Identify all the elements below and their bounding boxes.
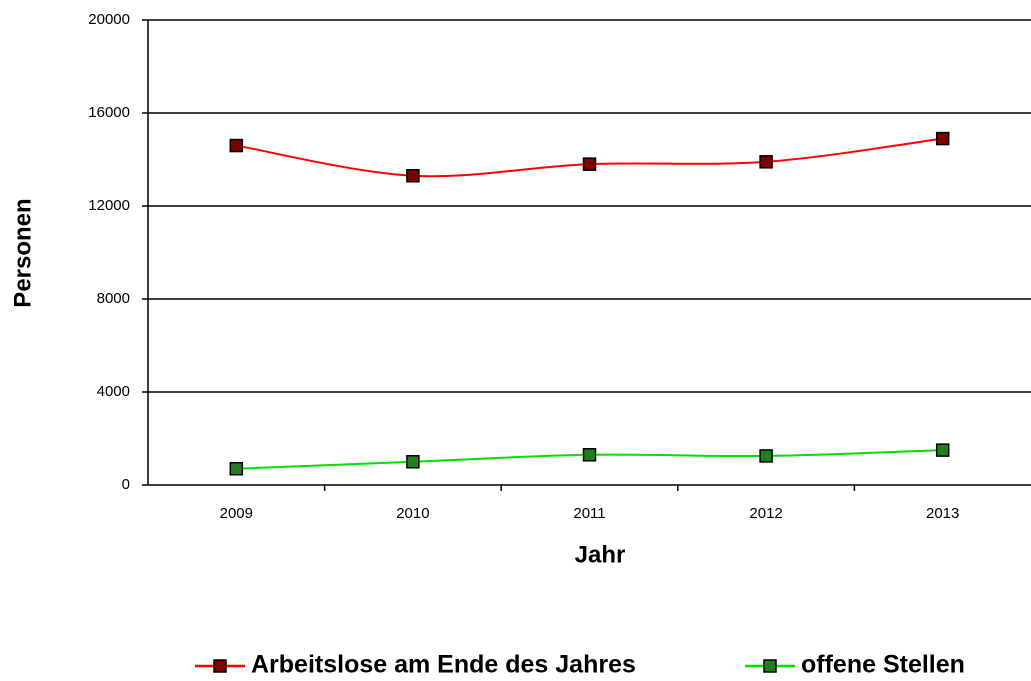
marker [935, 443, 950, 457]
legend-marker [763, 659, 777, 673]
marker [935, 131, 950, 146]
x-tick-label: 2012 [749, 505, 782, 522]
y-tick-label: 4000 [97, 383, 130, 400]
y-tick-label: 8000 [97, 290, 130, 307]
y-axis-title: Personen [9, 198, 36, 307]
legend-marker [213, 659, 227, 673]
marker [759, 449, 773, 463]
marker [229, 138, 244, 153]
x-tick-label: 2009 [220, 505, 253, 522]
y-tick-label: 0 [122, 476, 130, 493]
x-axis-title: Jahr [575, 541, 626, 568]
legend-label: Arbeitslose am Ende des Jahres [251, 651, 636, 679]
marker [582, 448, 597, 462]
legend-label: offene Stellen [801, 651, 965, 679]
x-tick-label: 2011 [573, 505, 605, 522]
y-tick-label: 12000 [88, 197, 130, 214]
marker [406, 169, 420, 183]
marker [229, 461, 244, 476]
y-tick-label: 16000 [88, 104, 130, 121]
x-tick-label: 2013 [926, 505, 959, 522]
marker [406, 455, 420, 469]
marker [759, 155, 773, 169]
marker [582, 157, 597, 171]
y-tick-label: 20000 [88, 11, 130, 28]
x-tick-label: 2010 [396, 505, 429, 522]
